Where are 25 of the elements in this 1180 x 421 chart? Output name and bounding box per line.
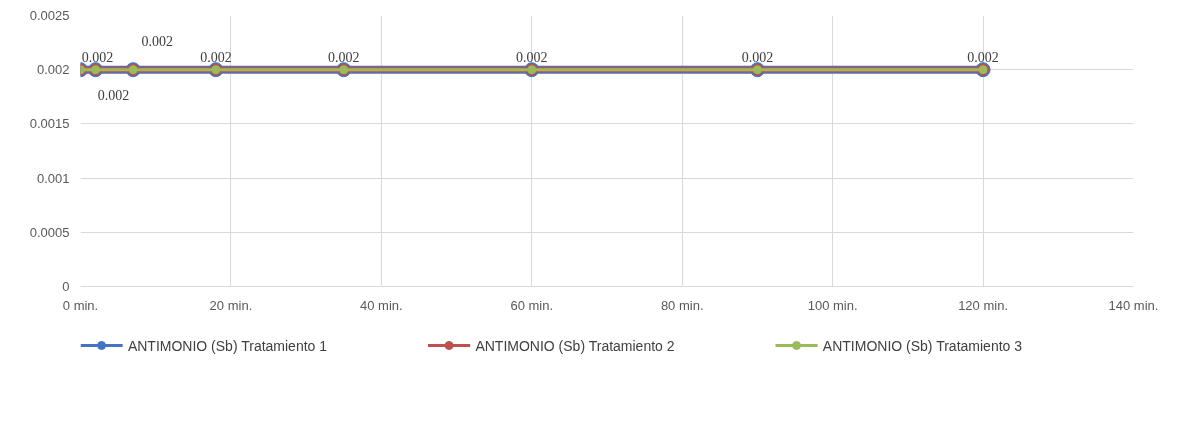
data-label: 0.002	[516, 49, 548, 65]
x-tick-label: 120 min.	[958, 297, 1009, 313]
x-tick-label: 100 min.	[807, 297, 858, 313]
y-tick-label: 0.0005	[29, 224, 70, 240]
x-tick-label: 80 min.	[660, 297, 704, 313]
y-tick-label: 0.0025	[29, 8, 70, 23]
x-tick-label: 140 min.	[1108, 297, 1159, 313]
y-tick-label: 0.002	[36, 62, 70, 78]
y-tick-label: 0.001	[36, 170, 70, 186]
data-label: 0.002	[200, 49, 232, 65]
x-tick-label: 0 min.	[62, 297, 99, 313]
data-label: 0.002	[328, 49, 360, 65]
legend-label: ANTIMONIO (Sb) Tratamiento 2	[475, 337, 675, 354]
y-tick-label: 0	[62, 279, 70, 294]
legend-label: ANTIMONIO (Sb) Tratamiento 1	[127, 337, 328, 354]
x-tick-label: 60 min.	[510, 297, 554, 313]
x-tick-label: 20 min.	[209, 297, 253, 313]
data-label: 0.002	[141, 33, 173, 49]
data-label: 0.002	[81, 49, 114, 65]
data-label: 0.002	[741, 49, 774, 65]
legend-label: ANTIMONIO (Sb) Tratamiento 3	[822, 337, 1023, 354]
data-label: 0.002	[967, 49, 999, 65]
y-tick-label: 0.0015	[29, 116, 70, 132]
data-label: 0.002	[97, 87, 130, 103]
x-tick-label: 40 min.	[360, 297, 403, 313]
